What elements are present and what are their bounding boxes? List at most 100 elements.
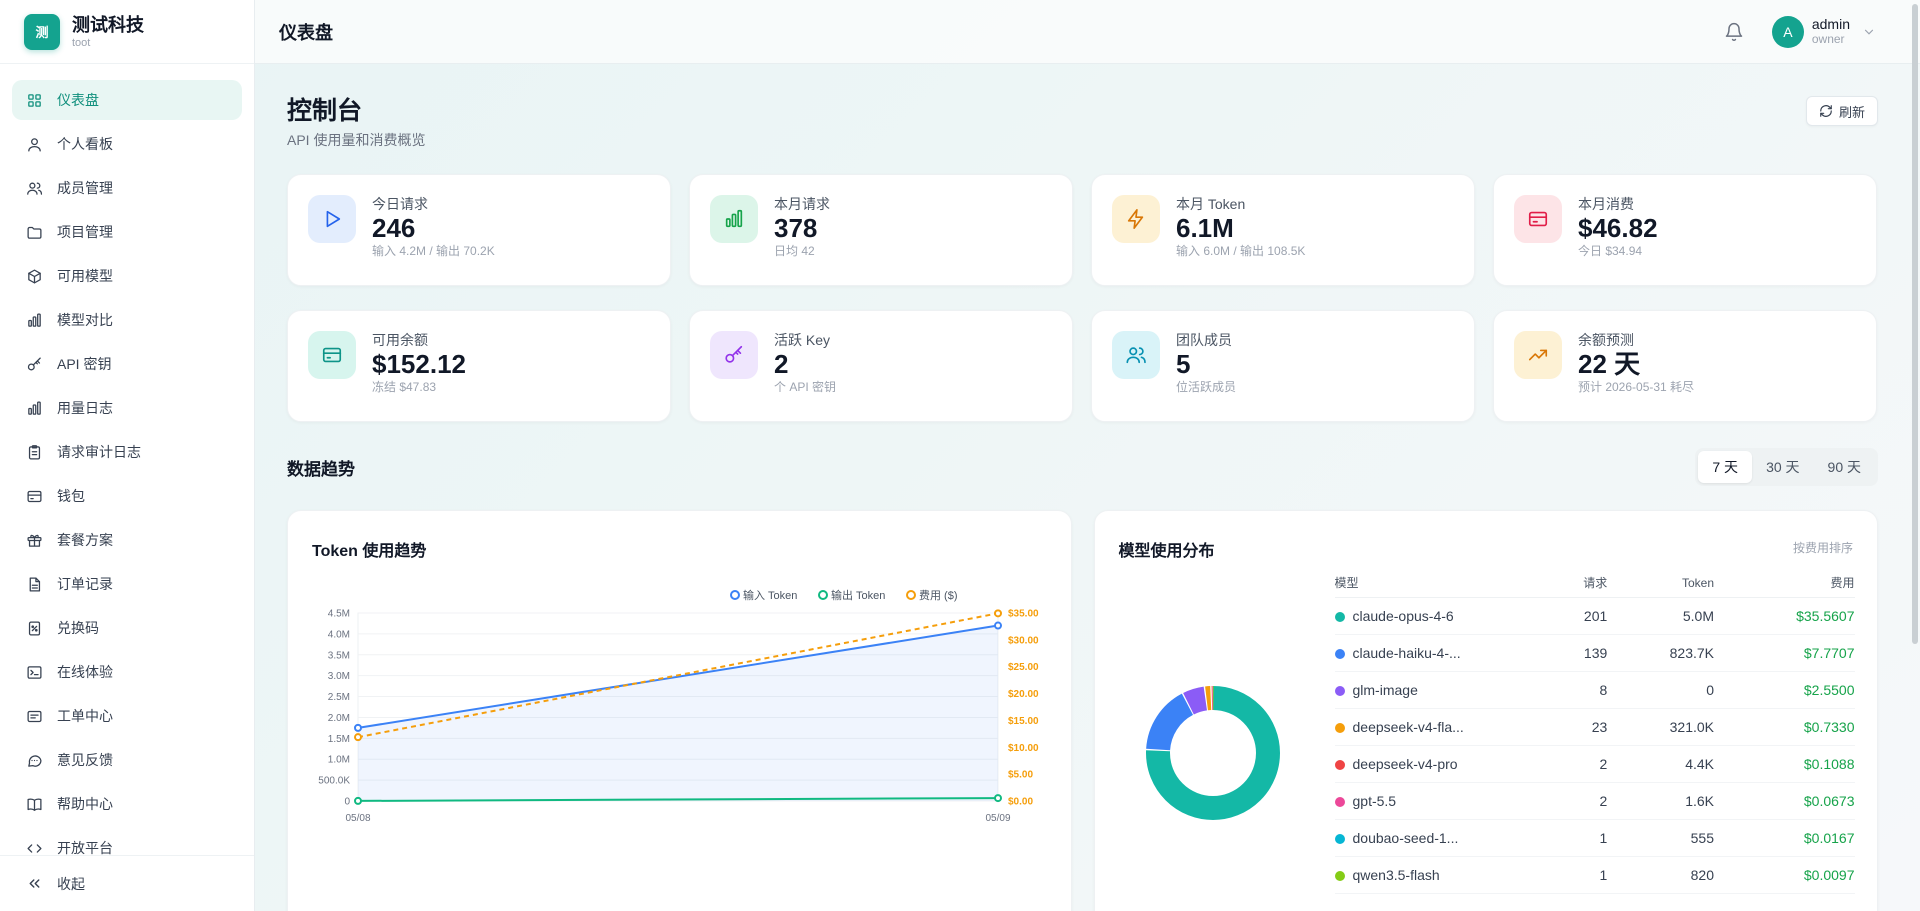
- sidebar-item[interactable]: 个人看板: [12, 124, 242, 164]
- token-trend-chart: 0 500.0K 1.0M 1.5M 2.0M 2.5M 3.0M 3.5M 4.0M 4.5M $…: [318, 588, 1039, 824]
- terminal-icon: [27, 665, 42, 679]
- sidebar-item[interactable]: 兑换码: [12, 608, 242, 648]
- sidebar-item-label: 在线体验: [57, 664, 113, 680]
- table-header: Token: [1607, 569, 1714, 598]
- stat-icon-box: [710, 195, 758, 243]
- table-row[interactable]: glm-image 8 0 $2.5500: [1334, 671, 1855, 709]
- y-left-tick-label: 500.0K: [318, 776, 350, 787]
- stat-value: 246: [372, 213, 416, 243]
- range-tab[interactable]: 30 天: [1766, 459, 1800, 475]
- cost-cell: $0.0167: [1714, 819, 1855, 857]
- code-icon: [27, 843, 42, 853]
- sidebar-item-label: 可用模型: [57, 268, 113, 284]
- table-row[interactable]: qwen3.5-flash 1 820 $0.0097: [1334, 856, 1855, 894]
- users-icon: [27, 182, 43, 195]
- stat-label: 可用余额: [372, 332, 428, 348]
- series-line: [357, 797, 999, 802]
- stat-value: 6.1M: [1176, 213, 1234, 243]
- y-right-tick-label: $5.00: [1008, 770, 1033, 781]
- table-row[interactable]: deepseek-v4-fla... 23 321.0K $0.7330: [1334, 708, 1855, 746]
- data-point: [994, 609, 1002, 618]
- series-line: [357, 612, 999, 739]
- model-cell: glm-image: [1334, 671, 1550, 709]
- sidebar-item[interactable]: API 密钥: [12, 344, 242, 384]
- donut-slice[interactable]: [1145, 686, 1280, 820]
- requests-cell: 2: [1549, 782, 1608, 820]
- sidebar-item[interactable]: 订单记录: [12, 564, 242, 604]
- legend-label: 费用 ($): [919, 589, 958, 602]
- brand-logo[interactable]: 测: [24, 13, 60, 50]
- model-cell: claude-opus-4-6: [1334, 597, 1550, 635]
- sidebar-item[interactable]: 套餐方案: [12, 520, 242, 560]
- table-row[interactable]: doubao-seed-1... 1 555 $0.0167: [1334, 819, 1855, 857]
- gift-icon: [27, 534, 42, 547]
- stat-card: 团队成员 5 位活跃成员: [1091, 310, 1475, 422]
- sidebar-item[interactable]: 可用模型: [12, 256, 242, 296]
- collapse-button[interactable]: 收起: [0, 855, 254, 911]
- cube-icon: [28, 268, 41, 284]
- user-icon: [28, 137, 41, 152]
- sidebar-item[interactable]: 钱包: [12, 476, 242, 516]
- model-usage-title: 模型使用分布: [1118, 543, 1215, 560]
- wallet-icon: [27, 490, 42, 502]
- bar-chart-icon: [28, 312, 41, 327]
- y-right-tick-label: $0.00: [1008, 797, 1033, 808]
- sidebar-item-label: 工单中心: [57, 708, 113, 724]
- model-cell: deepseek-v4-fla...: [1334, 708, 1550, 746]
- model-cell: doubao-seed-1...: [1334, 819, 1550, 857]
- sidebar-item[interactable]: 项目管理: [12, 212, 242, 252]
- avatar[interactable]: A: [1771, 15, 1804, 48]
- user-role: owner: [1811, 31, 1845, 46]
- y-left-tick-label: 3.0M: [328, 671, 350, 682]
- sidebar-item[interactable]: 工单中心: [12, 696, 242, 736]
- table-row[interactable]: claude-opus-4-6 201 5.0M $35.5607: [1334, 597, 1855, 635]
- legend-dot: [1334, 870, 1345, 881]
- sidebar-item-label: 项目管理: [57, 224, 113, 240]
- range-tab[interactable]: 90 天: [1827, 459, 1861, 475]
- sidebar-item[interactable]: 用量日志: [12, 388, 242, 428]
- model-name: glm-image: [1352, 681, 1418, 698]
- model-name: deepseek-v4-fla...: [1352, 718, 1464, 735]
- sidebar-item[interactable]: 请求审计日志: [12, 432, 242, 472]
- y-left-tick-label: 4.5M: [328, 609, 350, 620]
- sidebar-item[interactable]: 帮助中心: [12, 784, 242, 824]
- page-subtitle: API 使用量和消费概览: [287, 132, 426, 148]
- legend-dot: [1334, 833, 1345, 844]
- tokens-cell: 4.4K: [1607, 745, 1714, 783]
- data-point: [994, 794, 1002, 803]
- trend-up-icon: [1528, 349, 1548, 361]
- data-point: [994, 621, 1002, 630]
- sidebar-item-label: 钱包: [57, 488, 85, 504]
- user-menu[interactable]: admin owner: [1811, 16, 1850, 47]
- sidebar-item[interactable]: 模型对比: [12, 300, 242, 340]
- sidebar-item[interactable]: 成员管理: [12, 168, 242, 208]
- sidebar-item[interactable]: 在线体验: [12, 652, 242, 692]
- table-row[interactable]: deepseek-v4-pro 2 4.4K $0.1088: [1334, 745, 1855, 783]
- sidebar-item-label: 模型对比: [57, 312, 113, 328]
- model-donut-chart: [1145, 686, 1280, 820]
- refresh-button[interactable]: 刷新: [1805, 96, 1878, 126]
- table-row[interactable]: claude-haiku-4-... 139 823.7K $7.7707: [1334, 634, 1855, 672]
- stat-label: 今日请求: [372, 196, 428, 212]
- document-icon: [29, 576, 41, 592]
- stat-sub: 输入 4.2M / 输出 70.2K: [372, 244, 495, 258]
- legend-dot: [1334, 648, 1345, 659]
- bell-icon[interactable]: [1724, 22, 1744, 42]
- scrollbar[interactable]: [1912, 4, 1918, 644]
- cost-cell: $0.0097: [1714, 856, 1855, 894]
- chevron-down-icon[interactable]: [1862, 25, 1876, 39]
- stat-icon-box: [308, 195, 356, 243]
- stat-sub: 位活跃成员: [1176, 380, 1237, 394]
- sidebar-item[interactable]: 意见反馈: [12, 740, 242, 780]
- table-row[interactable]: gpt-5.5 2 1.6K $0.0673: [1334, 782, 1855, 820]
- sidebar-item[interactable]: 开放平台: [12, 828, 242, 855]
- stat-label: 本月请求: [774, 196, 830, 212]
- stat-icon-box: [1112, 331, 1160, 379]
- card-icon: [1528, 211, 1548, 227]
- sort-by-cost-link[interactable]: 按费用排序: [1792, 541, 1853, 555]
- sidebar: 测 测试科技 toot 仪表盘 个人看板 成员管理 项目管理 可用模型 模型对比 API 密…: [0, 0, 255, 911]
- sidebar-item[interactable]: 仪表盘: [12, 80, 242, 120]
- range-tab[interactable]: 7 天: [1698, 451, 1753, 483]
- tokens-cell: 555: [1607, 819, 1714, 857]
- requests-cell: 139: [1549, 634, 1608, 672]
